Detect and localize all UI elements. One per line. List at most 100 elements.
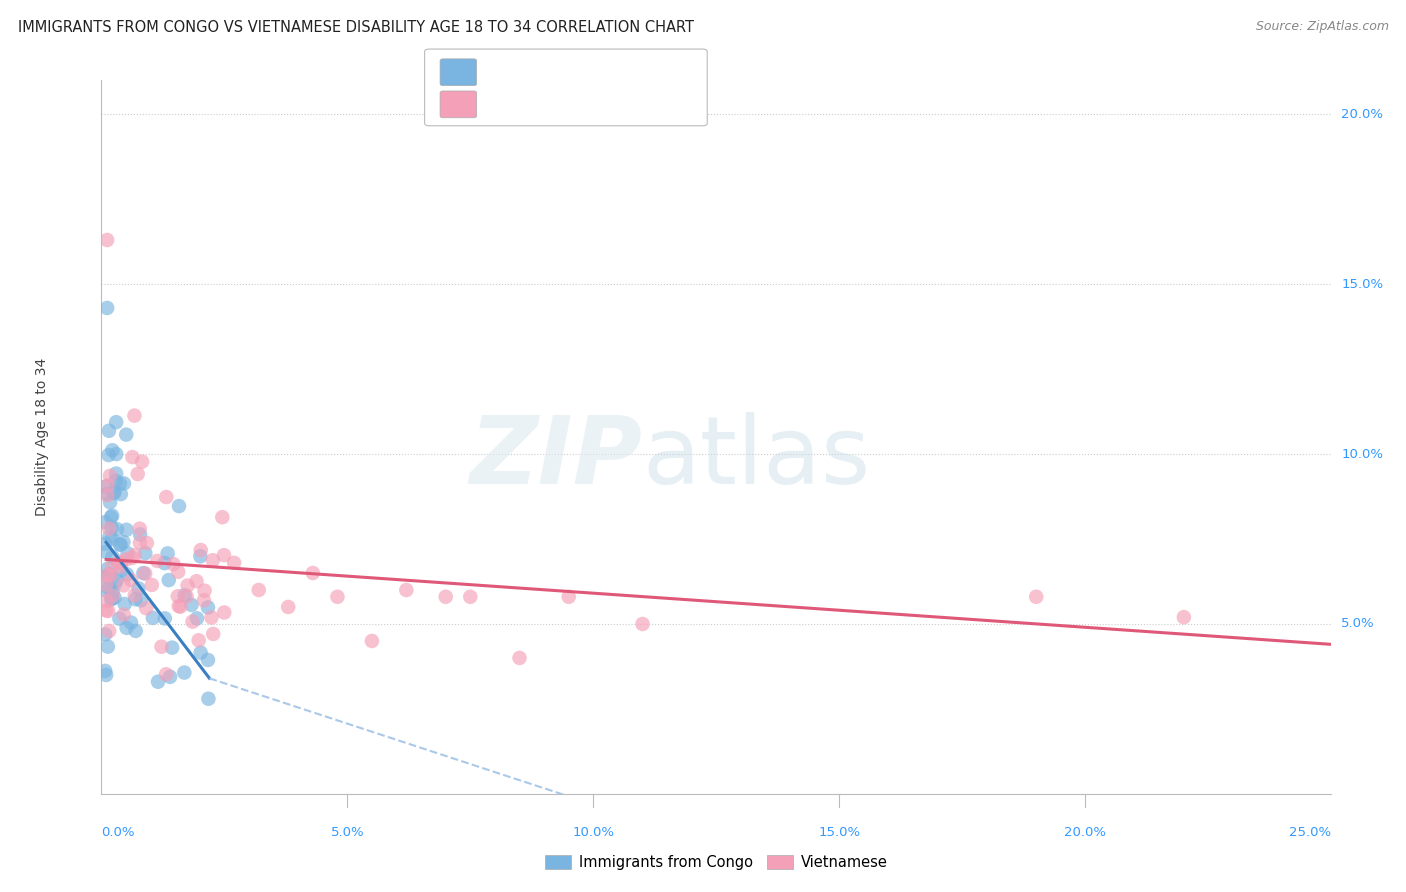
Point: [222, 556, 246, 570]
Text: R =: R =: [485, 65, 515, 79]
Point: [169, 599, 191, 614]
Point: [115, 427, 138, 442]
Point: [105, 573, 128, 587]
Point: [162, 557, 184, 571]
Point: [101, 559, 124, 574]
Point: [108, 612, 131, 626]
Point: [200, 610, 222, 624]
Text: Source: ZipAtlas.com: Source: ZipAtlas.com: [1256, 20, 1389, 33]
Point: [197, 600, 219, 615]
Point: [214, 606, 236, 620]
Point: [115, 567, 138, 582]
Point: [247, 582, 270, 597]
Point: [124, 548, 146, 562]
Point: [110, 537, 132, 551]
Point: [187, 633, 209, 648]
Point: [101, 591, 124, 606]
Point: [181, 615, 204, 629]
Text: Disability Age 18 to 34: Disability Age 18 to 34: [35, 358, 49, 516]
Point: [1025, 590, 1047, 604]
Text: 15.0%: 15.0%: [818, 826, 860, 839]
Text: 72: 72: [609, 97, 628, 112]
Point: [103, 484, 125, 499]
Point: [127, 467, 149, 481]
Point: [104, 591, 127, 605]
Point: [94, 537, 117, 551]
Text: 25.0%: 25.0%: [1289, 826, 1331, 839]
Text: IMMIGRANTS FROM CONGO VS VIETNAMESE DISABILITY AGE 18 TO 34 CORRELATION CHART: IMMIGRANTS FROM CONGO VS VIETNAMESE DISA…: [18, 20, 695, 35]
Text: N =: N =: [578, 97, 609, 112]
Point: [117, 546, 139, 560]
Point: [361, 634, 384, 648]
Point: [135, 601, 157, 615]
Point: [197, 653, 219, 667]
Point: [142, 611, 165, 625]
Point: [157, 573, 180, 587]
Point: [557, 590, 581, 604]
Text: 5.0%: 5.0%: [330, 826, 364, 839]
Point: [134, 566, 156, 581]
Text: ZIP: ZIP: [470, 412, 643, 505]
Point: [129, 593, 152, 607]
Point: [112, 535, 135, 549]
Point: [193, 593, 215, 607]
Legend: Immigrants from Congo, Vietnamese: Immigrants from Congo, Vietnamese: [540, 849, 893, 876]
Point: [100, 592, 122, 607]
Point: [98, 468, 121, 483]
Point: [96, 577, 118, 591]
Point: [114, 597, 136, 611]
Point: [104, 577, 127, 591]
Point: [132, 566, 155, 580]
Point: [98, 495, 121, 509]
Point: [155, 667, 177, 681]
Point: [105, 447, 128, 461]
Point: [153, 611, 176, 625]
Point: [108, 537, 131, 551]
Point: [211, 510, 233, 524]
Point: [101, 549, 124, 564]
Point: [98, 522, 121, 536]
Point: [115, 552, 138, 566]
Point: [96, 488, 118, 502]
Point: [96, 567, 118, 582]
Point: [188, 549, 211, 564]
Point: [98, 567, 121, 582]
Point: [128, 522, 150, 536]
Point: [155, 490, 177, 504]
Point: [100, 568, 122, 582]
Point: [129, 536, 152, 550]
Point: [167, 599, 190, 613]
Point: [97, 604, 120, 618]
Point: [94, 627, 117, 641]
Point: [631, 617, 654, 632]
Point: [190, 543, 212, 558]
Point: [96, 668, 118, 682]
Point: [96, 301, 118, 315]
Point: [96, 487, 118, 501]
Point: [131, 455, 153, 469]
Point: [326, 590, 349, 604]
Point: [124, 592, 146, 607]
Text: N =: N =: [578, 65, 609, 79]
Point: [180, 598, 202, 612]
Point: [115, 523, 138, 537]
Point: [108, 476, 131, 491]
Point: [105, 467, 128, 481]
Point: [101, 508, 124, 523]
Text: 0.0%: 0.0%: [101, 826, 135, 839]
Point: [101, 532, 124, 546]
Point: [110, 556, 132, 570]
Point: [98, 530, 121, 544]
Text: -0.193: -0.193: [516, 97, 565, 112]
Point: [101, 585, 124, 599]
Text: 78: 78: [609, 65, 628, 79]
Point: [96, 594, 118, 608]
Point: [197, 691, 219, 706]
Point: [94, 570, 117, 584]
Point: [124, 588, 146, 602]
Point: [509, 651, 531, 665]
Point: [107, 555, 129, 569]
Text: 10.0%: 10.0%: [572, 826, 614, 839]
Point: [173, 665, 195, 680]
Point: [201, 553, 224, 567]
